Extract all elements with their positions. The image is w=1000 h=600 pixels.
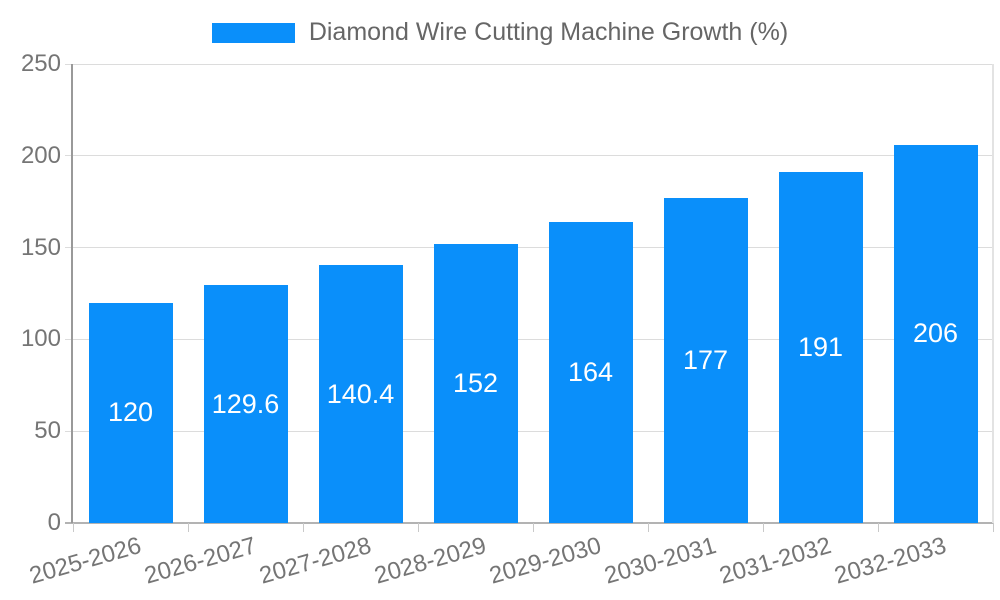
y-axis-tick-label: 100 <box>20 325 61 353</box>
x-axis-tick <box>187 523 189 532</box>
bar[interactable]: 164 <box>548 221 633 523</box>
y-axis-line <box>71 64 73 523</box>
legend-swatch-icon <box>211 22 295 43</box>
x-axis-tick-label: 2028-2029 <box>371 532 489 590</box>
gridline <box>65 155 993 157</box>
x-axis-tick <box>417 523 419 532</box>
bar[interactable]: 129.6 <box>203 285 288 523</box>
bar[interactable]: 120 <box>88 302 173 523</box>
x-axis-tick-label: 2031-2032 <box>716 532 834 590</box>
x-axis-tick-label: 2026-2027 <box>141 532 259 590</box>
x-axis-tick <box>762 523 764 532</box>
x-axis-tick <box>302 523 304 532</box>
x-axis-tick <box>72 523 74 532</box>
y-axis-tick-label: 50 <box>34 417 61 445</box>
bar-value-label: 120 <box>107 397 154 428</box>
x-axis-tick <box>992 523 994 532</box>
bar-value-label: 152 <box>452 367 499 398</box>
x-axis-tick-label: 2027-2028 <box>256 532 374 590</box>
bar-value-label: 140.4 <box>326 378 395 409</box>
gridline <box>65 63 993 65</box>
x-axis-line <box>65 522 993 524</box>
legend-item[interactable]: Diamond Wire Cutting Machine Growth (%) <box>0 18 1000 47</box>
y-axis-tick-label: 250 <box>20 50 61 77</box>
x-axis-tick-label: 2032-2033 <box>831 532 949 590</box>
gridline <box>65 338 993 340</box>
legend-label: Diamond Wire Cutting Machine Growth (%) <box>308 18 789 46</box>
bar-value-label: 164 <box>567 356 614 387</box>
gridline <box>65 430 993 432</box>
x-axis-tick <box>647 523 649 532</box>
y-axis-tick-label: 150 <box>20 233 61 261</box>
bar-value-label: 177 <box>682 345 729 375</box>
bar-value-label: 206 <box>912 318 959 349</box>
bar[interactable]: 152 <box>433 243 518 523</box>
plot-right-border <box>992 64 994 523</box>
x-axis-tick <box>877 523 879 532</box>
bar[interactable]: 206 <box>893 144 978 523</box>
bar[interactable]: 177 <box>663 198 748 523</box>
gridline <box>65 247 993 249</box>
x-axis-tick-label: 2029-2030 <box>486 532 604 590</box>
x-axis-tick-label: 2030-2031 <box>601 532 719 590</box>
bar[interactable]: 140.4 <box>318 265 403 523</box>
bar-value-label: 191 <box>797 332 844 363</box>
bar[interactable]: 191 <box>778 172 863 523</box>
x-axis-tick <box>532 523 534 532</box>
x-axis-tick-label: 2025-2026 <box>26 532 144 590</box>
bar-value-label: 129.6 <box>211 388 280 419</box>
y-axis-tick-label: 200 <box>20 141 61 169</box>
y-axis-tick-label: 0 <box>47 509 61 536</box>
